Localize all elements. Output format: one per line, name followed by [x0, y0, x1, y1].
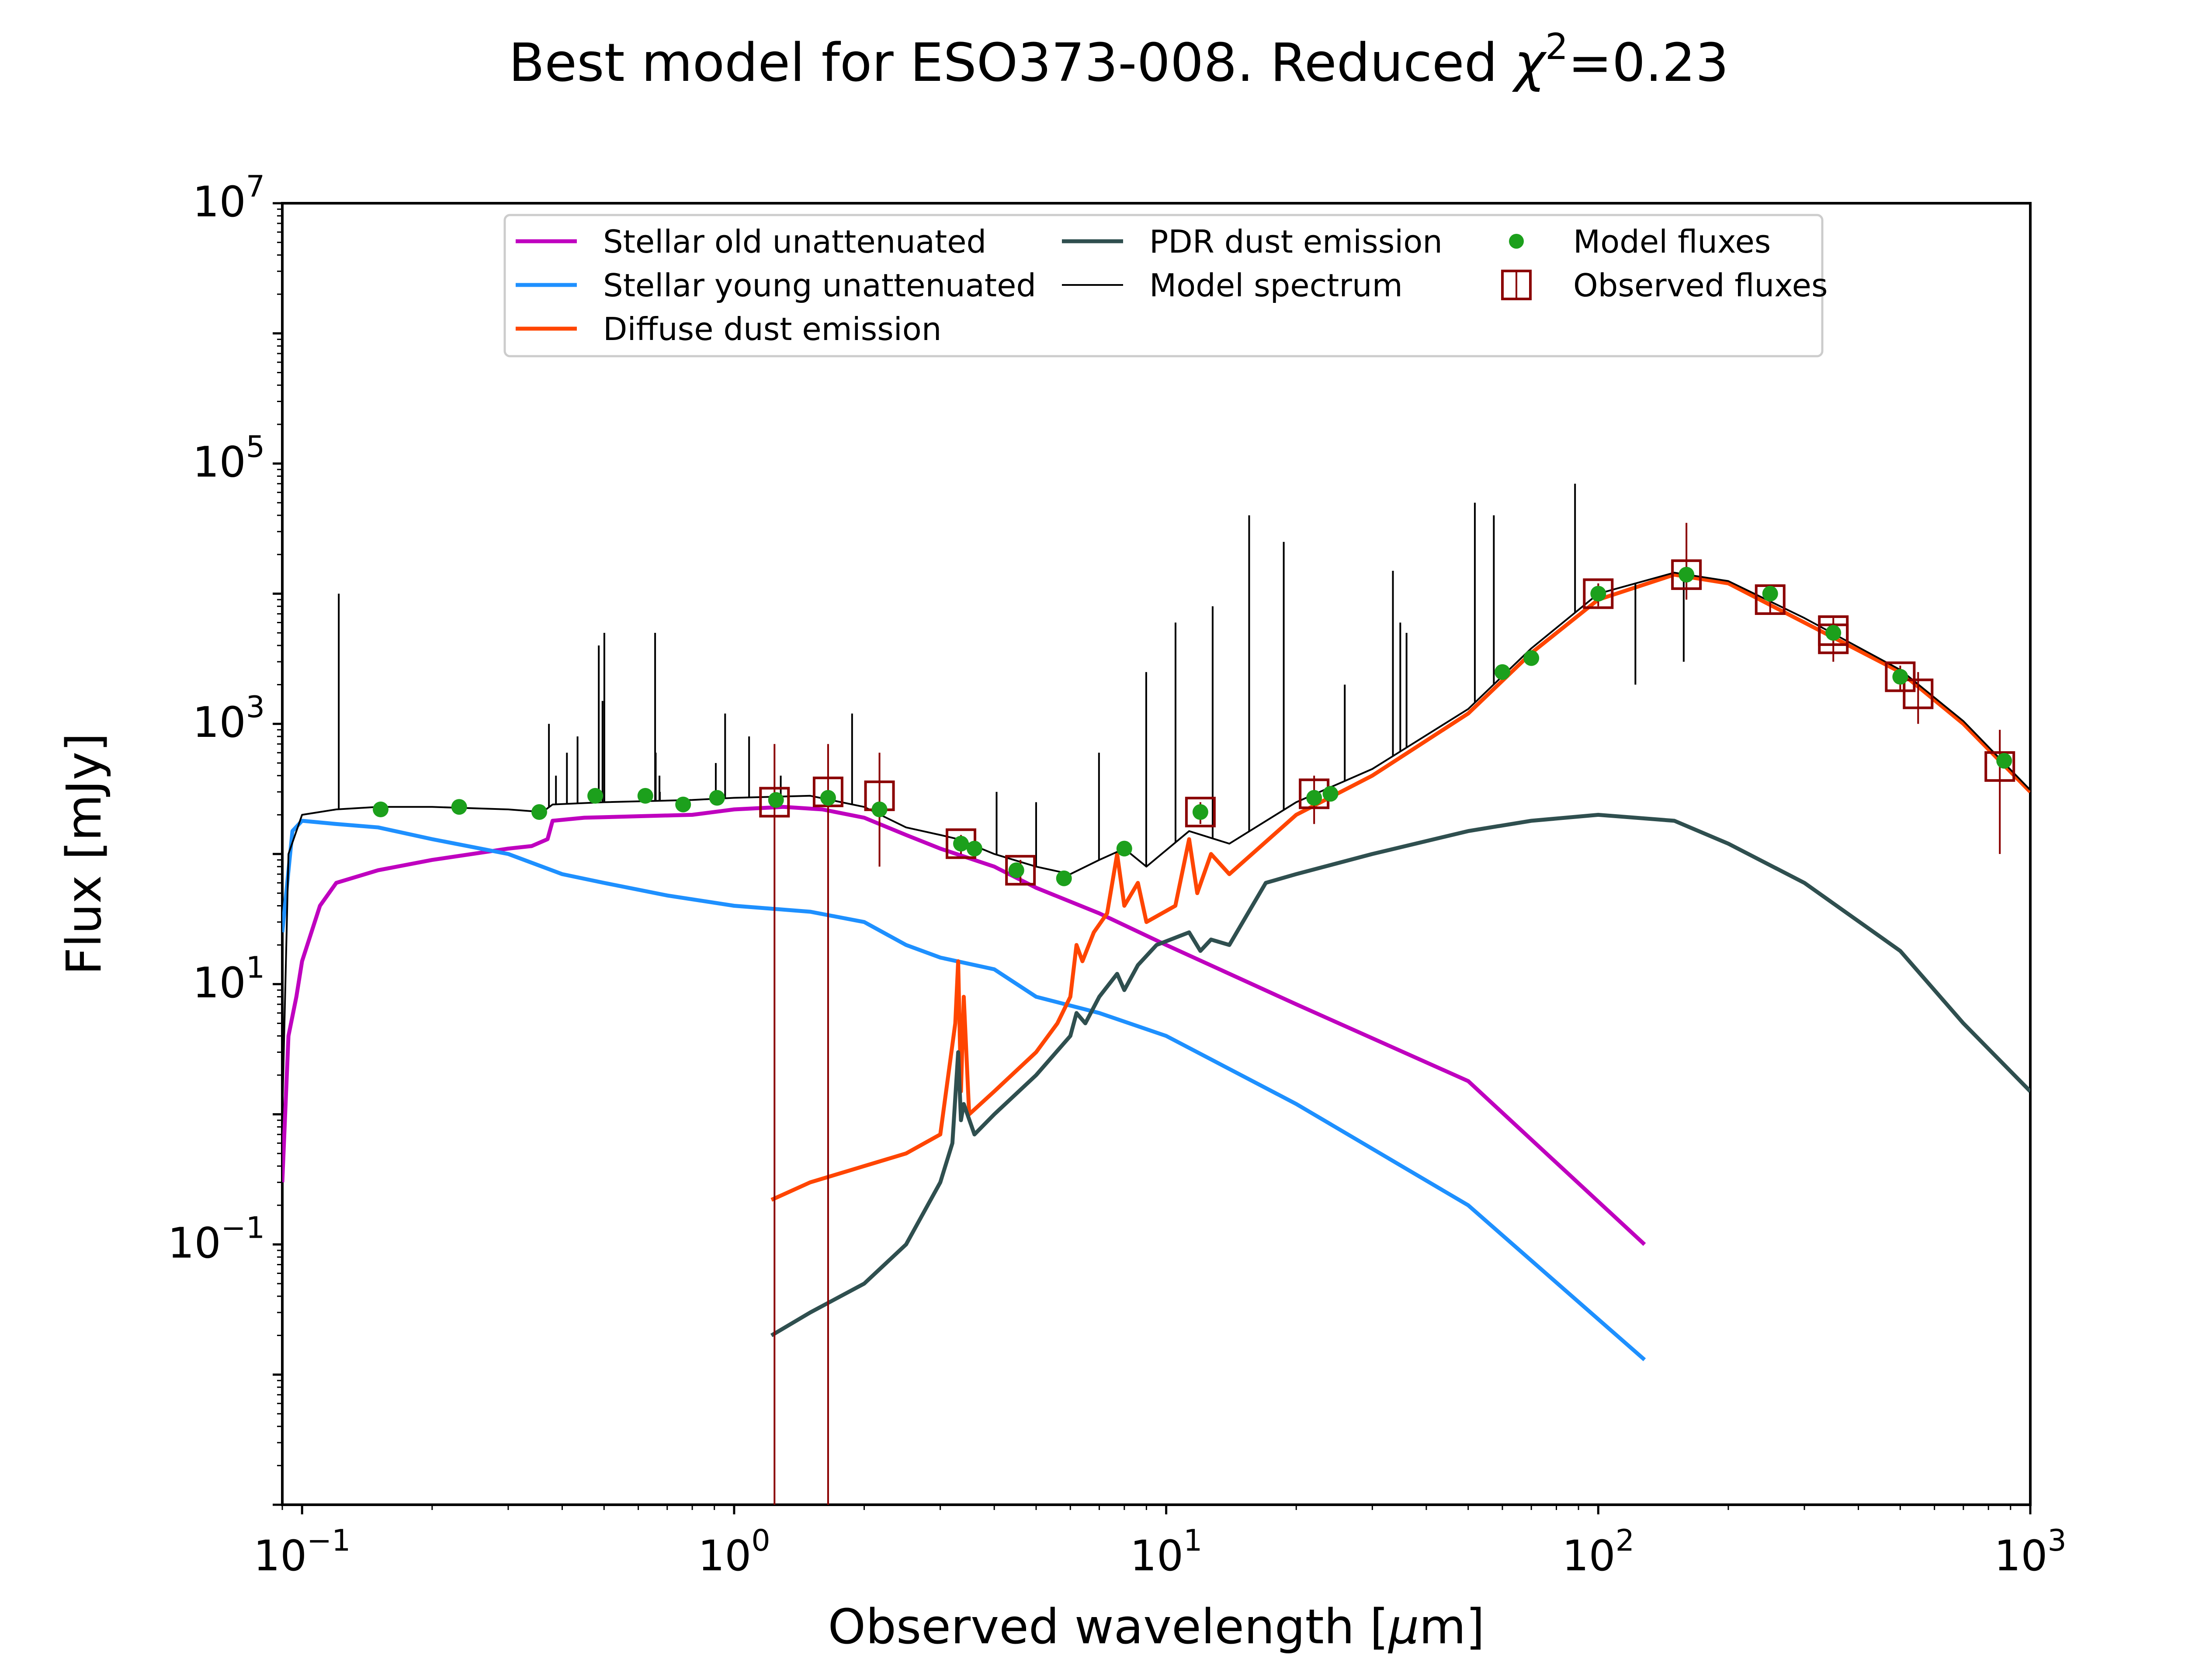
x-tick-label: 102 — [1562, 1524, 1634, 1580]
y-axis-label: Flux [mJy] — [56, 733, 112, 975]
observed-flux-marker — [812, 776, 843, 807]
x-axis-label: Observed wavelength [μm] — [828, 1599, 1485, 1655]
legend: Stellar old unattenuated Stellar young un… — [503, 214, 1828, 358]
model-flux-point — [637, 788, 653, 804]
legend-label: Observed fluxes — [1573, 267, 1828, 304]
legend-item-model-spectrum: Model spectrum — [1062, 267, 1403, 304]
observed-flux-marker — [759, 787, 790, 818]
y-tick-label: 105 — [193, 430, 265, 487]
model-flux-point — [1679, 566, 1695, 583]
observed-flux-marker — [1005, 855, 1036, 886]
observed-flux-marker — [1818, 615, 1849, 646]
model-flux-point — [768, 792, 784, 808]
model-flux-point — [1590, 586, 1606, 602]
model-flux-point — [1192, 804, 1208, 820]
model-flux-point — [451, 799, 467, 815]
markers-layer — [373, 523, 2015, 1505]
series-layer — [282, 483, 2030, 1361]
x-tick-label: 103 — [1994, 1524, 2066, 1580]
legend-label: Model spectrum — [1149, 267, 1403, 304]
observed-flux-marker — [1185, 797, 1216, 828]
series-line-stellar-young-unattenuated — [282, 819, 1646, 1361]
legend-item-model-fluxes: Model fluxes — [1509, 223, 1771, 260]
model-flux-point — [1306, 790, 1322, 806]
y-tick-label: 101 — [193, 951, 265, 1007]
observed-flux-marker — [1984, 751, 2015, 782]
legend-item-stellar-old-unattenuated: Stellar old unattenuated — [516, 223, 986, 260]
model-flux-point — [820, 790, 836, 806]
model-flux-point — [1825, 625, 1842, 641]
legend-entries: Stellar old unattenuated Stellar young un… — [516, 223, 1828, 347]
model-flux-point — [871, 802, 888, 818]
legend-label: Diffuse dust emission — [603, 311, 942, 347]
model-flux-point — [1116, 840, 1132, 857]
model-flux-point — [1892, 669, 1908, 685]
series-line-stellar-old-unattenuated — [282, 805, 1646, 1246]
observed-flux-marker — [1671, 559, 1702, 590]
legend-swatch — [1509, 234, 1524, 249]
model-flux-point — [709, 790, 725, 806]
model-flux-point — [1996, 753, 2012, 769]
observed-flux-marker — [1903, 678, 1934, 709]
legend-item-stellar-young-unattenuated: Stellar young unattenuated — [516, 267, 1036, 304]
y-tick-label: 10−1 — [168, 1211, 265, 1267]
model-flux-point — [1322, 786, 1339, 802]
plot-frame — [281, 202, 2032, 1506]
x-tick-label: 100 — [698, 1524, 770, 1580]
model-flux-point — [675, 796, 691, 812]
legend-box — [503, 214, 1824, 358]
model-flux-point — [966, 840, 982, 857]
model-flux-point — [373, 802, 389, 818]
x-tick-label: 10−1 — [253, 1524, 350, 1580]
model-flux-point — [1494, 664, 1510, 680]
legend-label: Stellar old unattenuated — [603, 223, 986, 260]
model-flux-point — [1008, 862, 1024, 878]
y-tick-label: 103 — [193, 690, 265, 747]
axes-layer: 10−1 100 101 102 103 10−1 101 103 105 107 — [168, 170, 2067, 1580]
legend-label: Stellar young unattenuated — [603, 267, 1036, 304]
legend-item-diffuse-dust-emission: Diffuse dust emission — [516, 311, 942, 347]
model-flux-point — [587, 788, 603, 804]
model-flux-point — [953, 836, 969, 852]
model-flux-point — [1056, 870, 1072, 886]
observed-flux-marker — [1755, 584, 1786, 615]
legend-label: PDR dust emission — [1149, 223, 1443, 260]
model-flux-point — [1523, 650, 1540, 666]
legend-label: Model fluxes — [1573, 223, 1771, 260]
legend-item-observed-fluxes: Observed fluxes — [1501, 267, 1828, 304]
model-flux-point — [1762, 586, 1778, 602]
y-tick-label: 107 — [193, 170, 265, 226]
observed-flux-marker — [1885, 661, 1916, 692]
series-line-pdr-dust-emission — [770, 812, 2030, 1337]
legend-item-pdr-dust-emission: PDR dust emission — [1062, 223, 1443, 260]
x-tick-label: 101 — [1130, 1524, 1202, 1580]
model-flux-point — [531, 804, 548, 820]
chart-title: Best model for ESO373-008. Reduced χ2=0.… — [509, 26, 1729, 94]
observed-flux-marker — [1583, 578, 1614, 609]
